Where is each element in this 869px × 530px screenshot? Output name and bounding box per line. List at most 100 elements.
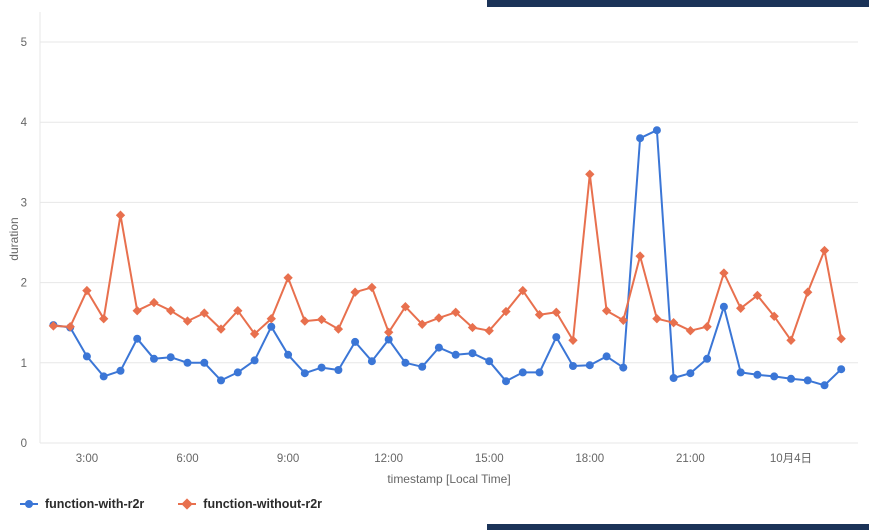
data-point-function-with-r2r[interactable]	[803, 376, 812, 385]
data-point-function-without-r2r[interactable]	[752, 290, 763, 301]
data-point-function-without-r2r[interactable]	[149, 297, 159, 308]
data-point-function-with-r2r[interactable]	[434, 343, 443, 352]
data-point-function-with-r2r[interactable]	[250, 356, 259, 365]
data-point-function-with-r2r[interactable]	[619, 363, 628, 372]
data-point-function-with-r2r[interactable]	[669, 374, 678, 382]
chart-area: 0 1 2 3 4 5 3:00 6:00 9:00 12:00 15:00 18:00 21:00 10…	[0, 0, 869, 511]
data-point-function-without-r2r[interactable]	[685, 326, 696, 336]
data-point-function-with-r2r[interactable]	[518, 368, 527, 377]
data-point-function-without-r2r[interactable]	[585, 169, 595, 179]
data-point-function-without-r2r[interactable]	[769, 311, 779, 321]
data-point-function-without-r2r[interactable]	[367, 282, 377, 293]
data-point-function-without-r2r[interactable]	[99, 314, 109, 324]
y-tick-label: 3	[21, 197, 27, 209]
data-point-function-without-r2r[interactable]	[803, 287, 813, 297]
line-chart[interactable]: 0 1 2 3 4 5 3:00 6:00 9:00 12:00 15:00 18:00 21:00 10…	[0, 0, 869, 470]
data-point-function-without-r2r[interactable]	[182, 316, 193, 326]
data-point-function-without-r2r[interactable]	[786, 335, 796, 345]
data-point-function-with-r2r[interactable]	[468, 349, 477, 358]
data-point-function-with-r2r[interactable]	[552, 333, 561, 342]
data-point-function-with-r2r[interactable]	[770, 372, 779, 381]
data-point-function-with-r2r[interactable]	[384, 335, 393, 344]
data-point-function-without-r2r[interactable]	[668, 318, 679, 328]
data-point-function-with-r2r[interactable]	[652, 126, 661, 135]
data-point-function-without-r2r[interactable]	[551, 307, 561, 317]
data-point-function-with-r2r[interactable]	[300, 369, 309, 378]
data-point-function-with-r2r[interactable]	[418, 362, 427, 371]
data-point-function-with-r2r[interactable]	[99, 372, 108, 381]
series-line-function-with-r2r[interactable]	[53, 129, 842, 387]
x-tick-label: 15:00	[475, 453, 504, 465]
data-point-function-without-r2r[interactable]	[316, 314, 327, 325]
data-point-function-with-r2r[interactable]	[535, 368, 544, 377]
data-point-function-with-r2r[interactable]	[334, 366, 343, 374]
x-tick-label: 21:00	[676, 453, 705, 465]
x-tick-label: 18:00	[575, 453, 604, 465]
data-point-function-without-r2r[interactable]	[300, 316, 310, 326]
data-point-function-with-r2r[interactable]	[166, 353, 175, 362]
data-point-function-with-r2r[interactable]	[602, 352, 611, 361]
data-point-function-without-r2r[interactable]	[819, 245, 830, 256]
data-point-function-with-r2r[interactable]	[183, 358, 192, 367]
data-point-function-without-r2r[interactable]	[702, 322, 712, 332]
data-point-function-without-r2r[interactable]	[534, 310, 545, 320]
data-point-function-without-r2r[interactable]	[166, 306, 176, 316]
y-tick-label: 2	[21, 278, 27, 290]
data-point-function-without-r2r[interactable]	[736, 303, 746, 313]
data-point-function-with-r2r[interactable]	[502, 377, 510, 386]
data-point-function-with-r2r[interactable]	[820, 381, 829, 390]
y-tick-label: 4	[21, 117, 28, 129]
data-point-function-with-r2r[interactable]	[116, 366, 125, 375]
data-point-function-with-r2r[interactable]	[267, 322, 276, 331]
data-point-function-without-r2r[interactable]	[836, 334, 846, 344]
data-point-function-with-r2r[interactable]	[837, 365, 846, 374]
legend-item-function-with-r2r[interactable]: function-with-r2r	[20, 497, 144, 511]
data-point-function-without-r2r[interactable]	[48, 321, 59, 331]
series-line-function-without-r2r[interactable]	[53, 173, 843, 342]
data-point-function-without-r2r[interactable]	[82, 285, 92, 296]
data-point-function-without-r2r[interactable]	[652, 314, 662, 324]
data-point-function-without-r2r[interactable]	[434, 313, 444, 323]
legend: function-with-r2r function-without-r2r	[20, 497, 322, 511]
data-point-function-with-r2r[interactable]	[753, 370, 762, 379]
legend-label-function-without-r2r: function-without-r2r	[203, 497, 323, 511]
data-point-function-with-r2r[interactable]	[217, 376, 225, 385]
data-point-function-without-r2r[interactable]	[132, 306, 142, 316]
data-point-function-with-r2r[interactable]	[82, 352, 91, 361]
data-point-function-with-r2r[interactable]	[133, 334, 142, 343]
data-point-function-with-r2r[interactable]	[317, 363, 326, 372]
data-point-function-with-r2r[interactable]	[703, 354, 712, 363]
data-point-function-with-r2r[interactable]	[351, 337, 360, 346]
data-point-function-with-r2r[interactable]	[485, 357, 494, 366]
data-point-function-with-r2r[interactable]	[636, 134, 645, 143]
data-point-function-with-r2r[interactable]	[451, 350, 460, 359]
data-point-function-without-r2r[interactable]	[283, 273, 293, 283]
data-point-function-with-r2r[interactable]	[736, 368, 745, 377]
data-point-function-with-r2r[interactable]	[401, 358, 410, 367]
x-tick-label: 10月4日	[770, 453, 812, 465]
data-point-function-without-r2r[interactable]	[601, 306, 612, 316]
data-point-function-without-r2r[interactable]	[568, 335, 578, 345]
data-point-function-without-r2r[interactable]	[518, 285, 528, 296]
data-point-function-without-r2r[interactable]	[333, 324, 344, 334]
data-point-function-with-r2r[interactable]	[585, 361, 594, 370]
y-tick-label: 0	[21, 438, 27, 450]
app-chrome-top-strip	[487, 0, 869, 7]
data-point-function-with-r2r[interactable]	[686, 369, 695, 378]
data-point-function-with-r2r[interactable]	[284, 350, 293, 359]
data-point-function-without-r2r[interactable]	[115, 210, 126, 220]
legend-marker-circle-icon	[20, 498, 38, 510]
data-point-function-with-r2r[interactable]	[150, 354, 158, 363]
data-point-function-with-r2r[interactable]	[787, 374, 795, 383]
data-point-function-with-r2r[interactable]	[233, 368, 242, 377]
data-point-function-without-r2r[interactable]	[65, 322, 75, 332]
data-point-function-without-r2r[interactable]	[635, 251, 645, 261]
legend-item-function-without-r2r[interactable]: function-without-r2r	[178, 497, 322, 511]
data-point-function-without-r2r[interactable]	[719, 268, 729, 278]
data-point-function-with-r2r[interactable]	[719, 302, 728, 311]
data-point-function-without-r2r[interactable]	[350, 287, 360, 297]
data-point-function-with-r2r[interactable]	[200, 358, 209, 367]
data-point-function-without-r2r[interactable]	[618, 315, 628, 325]
data-point-function-with-r2r[interactable]	[569, 362, 577, 370]
data-point-function-with-r2r[interactable]	[367, 357, 376, 366]
